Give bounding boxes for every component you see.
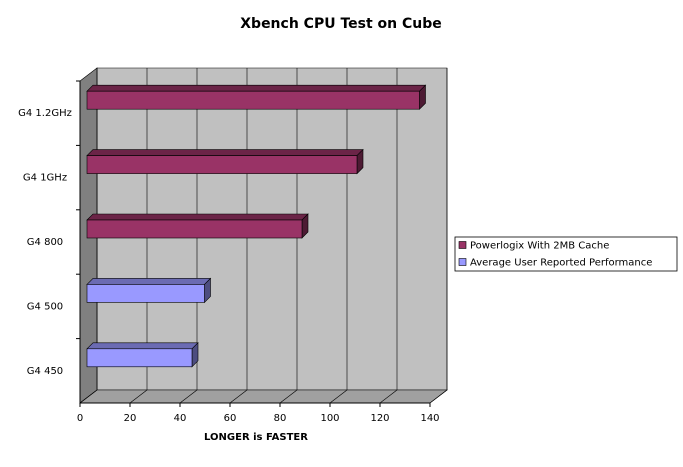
grid-line — [379, 389, 398, 404]
x-tick-label: 140 — [420, 413, 439, 424]
grid-line — [329, 389, 348, 404]
x-tick-label: 100 — [320, 413, 339, 424]
grid-line — [429, 389, 448, 404]
legend-swatch — [458, 241, 467, 249]
grid-line — [129, 389, 148, 404]
legend-box — [454, 236, 678, 272]
bar-top — [86, 149, 364, 156]
x-axis-title: LONGER is FASTER — [204, 432, 308, 443]
y-tick-label: G4 1.2GHz — [18, 108, 72, 119]
bar-top — [86, 213, 309, 221]
y-tick-label: G4 500 — [27, 301, 63, 312]
y-tick-label: G4 450 — [27, 366, 63, 377]
bar-top — [86, 84, 427, 92]
floor — [79, 389, 448, 404]
x-tick-label: 60 — [224, 413, 237, 424]
chart-title: Xbench CPU Test on Cube — [240, 16, 442, 32]
y-tick-label: G4 1GHz — [23, 173, 67, 184]
legend-swatch — [458, 258, 467, 266]
x-tick-label: 40 — [174, 413, 187, 424]
x-tick-label: 80 — [274, 413, 287, 424]
y-tick-label: G4 800 — [27, 237, 63, 248]
grid-line — [279, 389, 298, 404]
grid-line — [229, 389, 248, 404]
bar — [86, 90, 420, 110]
bar — [86, 155, 358, 174]
legend-label: Average User Reported Performance — [470, 258, 652, 269]
bar-top — [86, 342, 199, 350]
grid-line — [179, 389, 198, 404]
x-tick-label: 0 — [77, 413, 83, 424]
x-tick-label: 120 — [370, 413, 389, 424]
bar-top — [86, 278, 212, 285]
legend-label: Powerlogix With 2MB Cache — [470, 241, 609, 252]
bar — [86, 284, 205, 303]
grid-line — [79, 389, 98, 404]
bar — [86, 348, 193, 368]
bar — [86, 219, 303, 239]
x-tick-label: 20 — [124, 413, 137, 424]
